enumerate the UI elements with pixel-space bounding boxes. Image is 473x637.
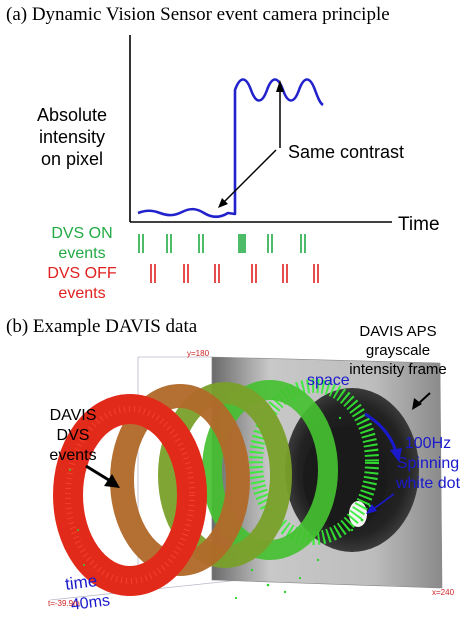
aps-label-arrow [417, 392, 431, 405]
aps-label-arrowhead [412, 398, 422, 410]
off-event-ticks [150, 264, 319, 283]
panel-b-title: (b) Example DAVIS data [6, 316, 198, 337]
noise-events [69, 399, 372, 600]
off-events-label: DVS OFF events [47, 265, 117, 302]
t-axis-tick-label: t=-39.9m [48, 599, 80, 608]
on-event-ticks [138, 234, 306, 253]
arrowhead-small-contrast [218, 198, 228, 208]
spinning-dot-label: 100Hz Spinning white dot [395, 435, 461, 492]
spin-direction-arrow [364, 412, 398, 453]
arrowhead-large-contrast [276, 80, 284, 92]
spin-direction-arrowhead [390, 448, 402, 462]
x-axis-tick-label: x=240 [432, 588, 455, 597]
dvs-label-arrowhead [104, 474, 120, 488]
panel-a-title: (a) Dynamic Vision Sensor event camera p… [6, 4, 390, 25]
y-axis-tick-label: y=180 [187, 349, 210, 358]
same-contrast-label: Same contrast [288, 142, 405, 162]
white-dot-arrow [371, 493, 395, 511]
white-dot-arrowhead [366, 504, 377, 514]
contrast-diagram [129, 35, 392, 283]
dvs-events-label: DAVIS DVS events [49, 407, 97, 464]
x-axis-label: Time [398, 214, 440, 235]
space-label: space [307, 372, 350, 389]
arrow-to-small-contrast [219, 149, 277, 207]
time-label: time [64, 571, 99, 594]
dvs-event-rings [53, 379, 379, 596]
dvs-label-arrow [85, 464, 113, 484]
on-events-label: DVS ON events [51, 225, 113, 262]
y-axis-label: Absolute intensity on pixel [36, 105, 108, 169]
aps-frame-label: DAVIS APS grayscale intensity frame [349, 323, 447, 378]
intensity-signal [137, 78, 324, 219]
